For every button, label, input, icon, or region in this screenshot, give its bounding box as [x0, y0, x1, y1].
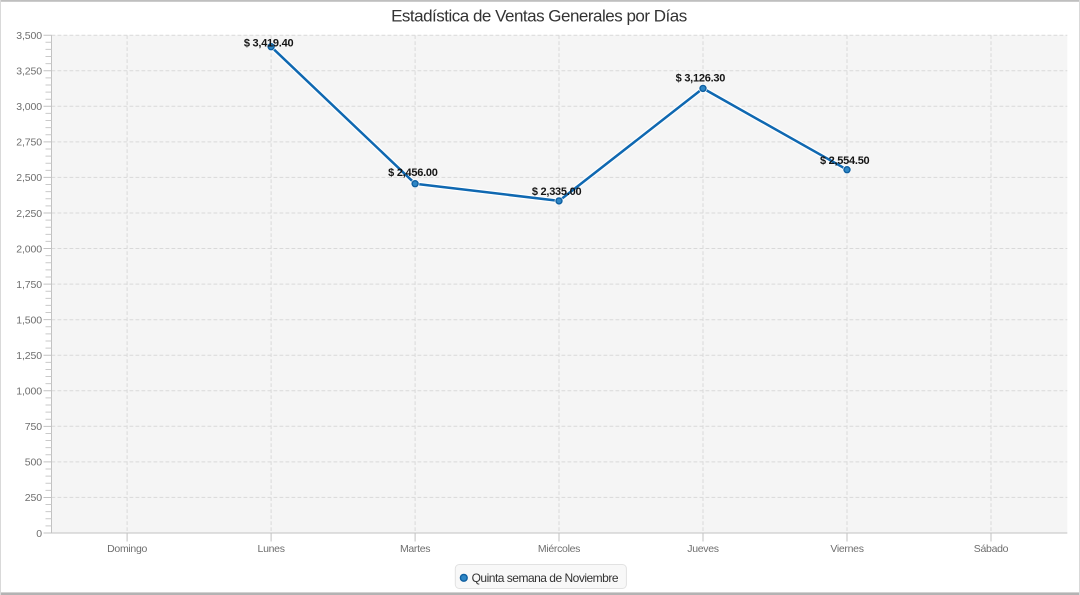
svg-text:$ 2,554.50: $ 2,554.50 — [820, 155, 870, 167]
svg-text:$ 3,419.40: $ 3,419.40 — [244, 38, 294, 50]
svg-text:$ 3,126.30: $ 3,126.30 — [676, 72, 726, 84]
svg-text:0: 0 — [36, 528, 42, 540]
svg-text:$ 2,335.00: $ 2,335.00 — [532, 186, 582, 198]
svg-text:Jueves: Jueves — [687, 543, 719, 555]
svg-text:Martes: Martes — [400, 543, 430, 555]
svg-text:1,250: 1,250 — [16, 350, 42, 362]
svg-text:Domingo: Domingo — [107, 543, 147, 555]
svg-text:Quinta semana de Noviembre: Quinta semana de Noviembre — [472, 571, 619, 585]
svg-text:Sábado: Sábado — [974, 543, 1009, 555]
svg-text:1,500: 1,500 — [16, 315, 42, 327]
svg-text:2,250: 2,250 — [16, 208, 42, 220]
svg-text:Estadística de Ventas Generale: Estadística de Ventas Generales por Días — [391, 6, 687, 25]
svg-text:3,250: 3,250 — [16, 66, 42, 78]
svg-text:2,500: 2,500 — [16, 172, 42, 184]
svg-text:500: 500 — [25, 457, 42, 469]
svg-text:Miércoles: Miércoles — [538, 543, 580, 555]
svg-text:1,750: 1,750 — [16, 279, 42, 291]
svg-text:$ 2,456.00: $ 2,456.00 — [388, 167, 438, 179]
svg-text:Viernes: Viernes — [830, 543, 863, 555]
svg-text:3,000: 3,000 — [16, 101, 42, 113]
svg-text:250: 250 — [25, 492, 42, 504]
svg-text:2,000: 2,000 — [16, 243, 42, 255]
svg-text:750: 750 — [25, 421, 42, 433]
svg-text:3,500: 3,500 — [16, 30, 42, 42]
svg-text:Lunes: Lunes — [258, 543, 285, 555]
svg-text:1,000: 1,000 — [16, 386, 42, 398]
svg-text:2,750: 2,750 — [16, 137, 42, 149]
